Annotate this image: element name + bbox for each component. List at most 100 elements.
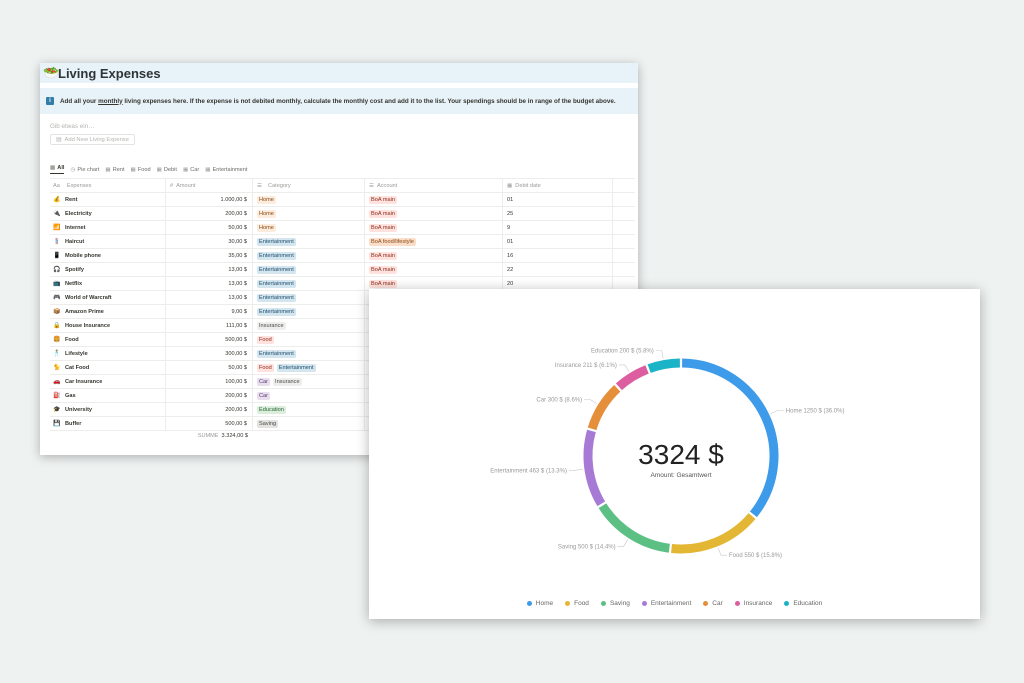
debit-date-cell[interactable]: 16 — [503, 249, 613, 262]
expense-name-cell[interactable]: 🚗 Car Insurance — [50, 375, 166, 388]
table-row[interactable]: 🚗 Car Insurance 100,00 $ Car Insurance — [50, 375, 635, 389]
column-header[interactable]: ☰ Category — [253, 179, 365, 192]
amount-cell[interactable]: 9,00 $ — [166, 305, 253, 318]
category-cell[interactable]: Car — [253, 389, 365, 402]
category-cell[interactable]: Car Insurance — [253, 375, 365, 388]
column-header[interactable]: ▦ Debit date — [503, 179, 613, 192]
column-header[interactable]: ☰ Account — [365, 179, 503, 192]
category-cell[interactable]: Food — [253, 333, 365, 346]
expense-name-cell[interactable]: 🍔 Food — [50, 333, 166, 346]
account-cell[interactable]: BoA main — [365, 277, 503, 290]
category-cell[interactable]: Entertainment — [253, 305, 365, 318]
account-cell[interactable]: BoA main — [365, 193, 503, 206]
tab-all[interactable]: ▦ All — [50, 165, 65, 174]
expense-name-cell[interactable]: 🔌 Electricity — [50, 207, 166, 220]
table-row[interactable]: 🐈 Cat Food 50,00 $ Food Entertainment — [50, 361, 635, 375]
account-cell[interactable]: BoA main — [365, 207, 503, 220]
amount-cell[interactable]: 200,00 $ — [166, 389, 253, 402]
category-cell[interactable]: Home — [253, 193, 365, 206]
expense-name-cell[interactable]: ⛽ Gas — [50, 389, 166, 402]
category-cell[interactable]: Entertainment — [253, 347, 365, 360]
table-row[interactable]: 📶 Internet 50,00 $ Home BoA main 9 — [50, 221, 635, 235]
debit-date-cell[interactable]: 01 — [503, 235, 613, 248]
legend-item-entertainment[interactable]: Entertainment — [641, 600, 691, 607]
legend-item-education[interactable]: Education — [784, 600, 822, 607]
amount-cell[interactable]: 50,00 $ — [166, 361, 253, 374]
search-input[interactable]: Gib etwas ein… — [50, 123, 95, 130]
amount-cell[interactable]: 13,00 $ — [166, 277, 253, 290]
add-living-expense-button[interactable]: ▤ Add New Living Expense — [50, 134, 135, 145]
category-cell[interactable]: Entertainment — [253, 277, 365, 290]
amount-cell[interactable]: 100,00 $ — [166, 375, 253, 388]
table-row[interactable]: 🎧 Spotify 13,00 $ Entertainment BoA main 22 — [50, 263, 635, 277]
tab-car[interactable]: ▦ Car — [183, 165, 199, 174]
tab-rent[interactable]: ▦ Rent — [105, 165, 124, 174]
table-row[interactable]: 💈 Haircut 30,00 $ Entertainment BoA food/lif… — [50, 235, 635, 249]
amount-cell[interactable]: 35,00 $ — [166, 249, 253, 262]
account-cell[interactable]: BoA main — [365, 221, 503, 234]
legend-item-home[interactable]: Home — [526, 600, 553, 607]
category-cell[interactable]: Insurance — [253, 319, 365, 332]
amount-cell[interactable]: 300,00 $ — [166, 347, 253, 360]
category-cell[interactable]: Entertainment — [253, 235, 365, 248]
account-cell[interactable]: BoA main — [365, 263, 503, 276]
amount-cell[interactable]: 500,00 $ — [166, 417, 253, 430]
debit-date-cell[interactable]: 9 — [503, 221, 613, 234]
tab-debit[interactable]: ▦ Debit — [157, 165, 177, 174]
table-row[interactable]: 📱 Mobile phone 35,00 $ Entertainment BoA mai… — [50, 249, 635, 263]
column-header[interactable]: # Amount — [166, 179, 253, 192]
tab-pie-chart[interactable]: ◷ Pie chart — [70, 165, 99, 174]
slice-car[interactable] — [587, 385, 621, 431]
category-cell[interactable]: Entertainment — [253, 291, 365, 304]
legend-item-insurance[interactable]: Insurance — [734, 600, 772, 607]
category-cell[interactable]: Saving — [253, 417, 365, 430]
category-cell[interactable]: Entertainment — [253, 263, 365, 276]
category-cell[interactable]: Home — [253, 221, 365, 234]
slice-home[interactable] — [682, 358, 779, 518]
legend-item-car[interactable]: Car — [703, 600, 723, 607]
expense-name-cell[interactable]: 🔒 House Insurance — [50, 319, 166, 332]
legend-item-saving[interactable]: Saving — [600, 600, 630, 607]
tab-entertainment[interactable]: ▦ Entertainment — [205, 165, 247, 174]
expense-name-cell[interactable]: 📱 Mobile phone — [50, 249, 166, 262]
expense-name-cell[interactable]: 🎓 University — [50, 403, 166, 416]
expense-name-cell[interactable]: 💾 Buffer — [50, 417, 166, 430]
expense-name-cell[interactable]: 🎧 Spotify — [50, 263, 166, 276]
table-row[interactable]: 💰 Rent 1.000,00 $ Home BoA main 01 — [50, 193, 635, 207]
expense-name-cell[interactable]: 💈 Haircut — [50, 235, 166, 248]
amount-cell[interactable]: 50,00 $ — [166, 221, 253, 234]
slice-education[interactable] — [647, 358, 681, 373]
amount-cell[interactable]: 200,00 $ — [166, 403, 253, 416]
expense-name-cell[interactable]: 📶 Internet — [50, 221, 166, 234]
expense-name-cell[interactable]: 🎮 World of Warcraft — [50, 291, 166, 304]
expense-name-cell[interactable]: 🐈 Cat Food — [50, 361, 166, 374]
account-cell[interactable]: BoA food/lifestyle — [365, 235, 503, 248]
expense-name-cell[interactable]: 🕺 Lifestyle — [50, 347, 166, 360]
amount-cell[interactable]: 13,00 $ — [166, 291, 253, 304]
legend-item-food[interactable]: Food — [565, 600, 589, 607]
slice-food[interactable] — [671, 513, 756, 554]
slice-entertainment[interactable] — [583, 429, 606, 507]
tab-food[interactable]: ▦ Food — [131, 165, 151, 174]
category-cell[interactable]: Home — [253, 207, 365, 220]
column-header[interactable]: Aa Expenses — [50, 179, 166, 192]
amount-cell[interactable]: 500,00 $ — [166, 333, 253, 346]
category-cell[interactable]: Education — [253, 403, 365, 416]
account-cell[interactable]: BoA main — [365, 249, 503, 262]
debit-date-cell[interactable]: 25 — [503, 207, 613, 220]
amount-cell[interactable]: 1.000,00 $ — [166, 193, 253, 206]
debit-date-cell[interactable]: 20 — [503, 277, 613, 290]
category-cell[interactable]: Entertainment — [253, 249, 365, 262]
category-cell[interactable]: Food Entertainment — [253, 361, 365, 374]
amount-cell[interactable]: 111,00 $ — [166, 319, 253, 332]
table-row[interactable]: 📺 Netflix 13,00 $ Entertainment BoA main 20 — [50, 277, 635, 291]
debit-date-cell[interactable]: 22 — [503, 263, 613, 276]
expense-name-cell[interactable]: 📺 Netflix — [50, 277, 166, 290]
slice-saving[interactable] — [598, 503, 670, 553]
expense-name-cell[interactable]: 📦 Amazon Prime — [50, 305, 166, 318]
table-row[interactable]: 🔌 Electricity 200,00 $ Home BoA main 25 — [50, 207, 635, 221]
amount-cell[interactable]: 13,00 $ — [166, 263, 253, 276]
amount-cell[interactable]: 30,00 $ — [166, 235, 253, 248]
slice-insurance[interactable] — [615, 365, 649, 391]
amount-cell[interactable]: 200,00 $ — [166, 207, 253, 220]
